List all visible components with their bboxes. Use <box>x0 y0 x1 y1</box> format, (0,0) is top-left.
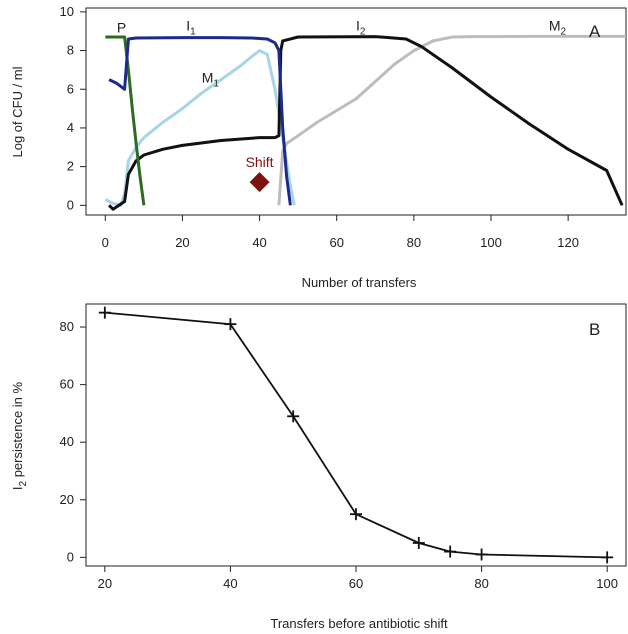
series-line-m2 <box>277 34 626 206</box>
panel-b-y-tick-label: 60 <box>60 377 74 392</box>
series-label-p: P <box>117 19 126 35</box>
panel-b-series-line <box>104 311 608 559</box>
shift-annotation: Shift <box>246 154 274 193</box>
panel-b-x-tick-label: 100 <box>596 576 618 591</box>
panel-b-y-tick-label: 40 <box>60 434 74 449</box>
panel-b-y-tick-label: 20 <box>60 492 74 507</box>
panel-a-x-tick-label: 0 <box>102 235 109 250</box>
panel-a-y-tick-label: 6 <box>67 81 74 96</box>
series-label-m1: M1 <box>202 70 220 90</box>
shift-diamond-marker <box>249 172 270 193</box>
panel-a-series-labels: P I1 M1 I2 M2 <box>117 17 567 89</box>
panel-b-x-tick-label: 60 <box>349 576 363 591</box>
panel-a-y-axis-title: Log of CFU / ml <box>10 66 25 157</box>
panel-b-x-tick-label: 80 <box>474 576 488 591</box>
series-label-i2: I2 <box>356 17 366 37</box>
data-point-marker <box>224 318 237 331</box>
panel-b-y-tick-label: 80 <box>60 319 74 334</box>
panel-a-x-tick-label: 120 <box>557 235 579 250</box>
data-point-marker <box>444 545 457 558</box>
panel-b-x-axis-title: Transfers before antibiotic shift <box>270 616 448 631</box>
panel-b-plot-frame <box>85 303 627 567</box>
shift-label: Shift <box>246 154 274 170</box>
panel-a-y-tick-label: 4 <box>67 120 74 135</box>
panel-b-x-axis: 20 40 60 80 100 <box>98 566 618 591</box>
panel-a-y-axis: 0 2 4 6 8 10 <box>60 4 86 212</box>
panel-a-series-lines <box>104 34 626 211</box>
data-point-marker <box>98 306 111 319</box>
panel-a-x-axis-title: Number of transfers <box>302 275 417 290</box>
panel-b-letter: B <box>589 320 600 339</box>
panel-b-x-tick-label: 20 <box>98 576 112 591</box>
panel-b: 0 20 40 60 80 20 40 60 80 100 B Transfers before… <box>10 303 627 631</box>
series-line-p <box>105 35 146 206</box>
panel-b-markers <box>98 306 614 564</box>
panel-b-y-axis-title-main: I <box>10 486 25 490</box>
panel-a-x-tick-label: 100 <box>480 235 502 250</box>
panel-a-x-axis: 0 20 40 60 80 100 120 <box>102 215 579 250</box>
panel-a-y-tick-label: 8 <box>67 43 74 58</box>
series-label-i1: I1 <box>186 17 196 37</box>
data-point-marker <box>601 551 614 564</box>
panel-b-y-axis: 0 20 40 60 80 <box>60 319 86 564</box>
series-line-i2 <box>108 35 624 211</box>
persistence-line <box>104 311 608 559</box>
panel-b-y-axis-title-rest: persistence in % <box>10 381 25 480</box>
panel-b-y-axis-title: I2 persistence in % <box>10 381 29 490</box>
series-label-m2: M2 <box>549 17 567 37</box>
panel-a-x-tick-label: 40 <box>252 235 266 250</box>
panel-a-x-tick-label: 20 <box>175 235 189 250</box>
data-point-marker <box>412 536 425 549</box>
panel-a-x-tick-label: 60 <box>329 235 343 250</box>
series-line-i1 <box>108 36 292 206</box>
panel-a-y-tick-label: 0 <box>67 197 74 212</box>
data-point-marker <box>475 548 488 561</box>
panel-a-letter: A <box>589 22 601 41</box>
panel-a-plot-frame <box>85 7 627 216</box>
panel-b-y-tick-label: 0 <box>67 549 74 564</box>
panel-b-x-tick-label: 40 <box>223 576 237 591</box>
panel-a-y-tick-label: 10 <box>60 4 74 19</box>
panel-a-y-tick-label: 2 <box>67 159 74 174</box>
panel-b-y-axis-title-sub: 2 <box>18 480 29 486</box>
data-point-marker <box>287 410 300 423</box>
data-point-marker <box>350 508 362 521</box>
panel-a-x-tick-label: 80 <box>407 235 421 250</box>
